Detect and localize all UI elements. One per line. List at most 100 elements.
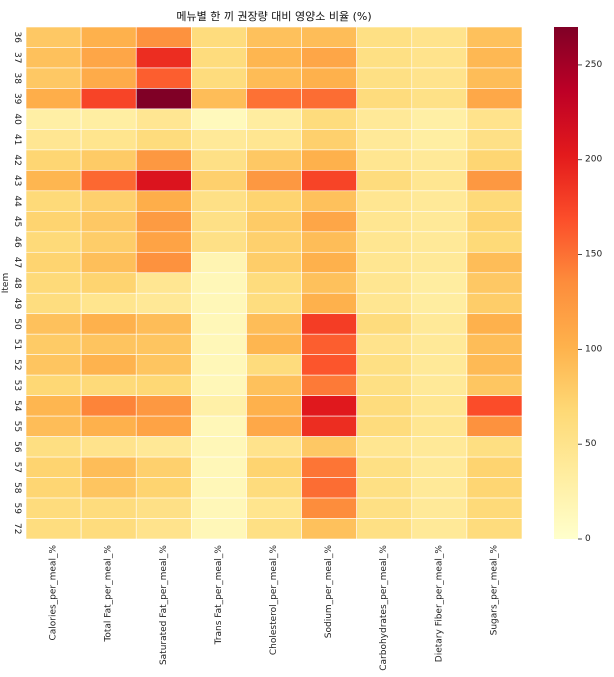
heatmap-cell bbox=[466, 313, 523, 335]
heatmap-cell bbox=[466, 518, 523, 540]
heatmap-cell bbox=[301, 47, 357, 69]
x-tick-label: Saturated Fat_per_meal_% bbox=[159, 545, 169, 665]
y-tick-label: 44 bbox=[12, 195, 22, 207]
heatmap-cell bbox=[246, 395, 302, 417]
heatmap-cell bbox=[80, 170, 137, 192]
heatmap-cell bbox=[411, 108, 468, 130]
heatmap-cell bbox=[246, 497, 302, 519]
heatmap-cell bbox=[356, 477, 413, 499]
heatmap-cell bbox=[411, 26, 468, 48]
colorbar bbox=[554, 27, 578, 539]
heatmap-cell bbox=[466, 88, 523, 110]
heatmap-cell bbox=[356, 456, 413, 478]
heatmap-cell bbox=[25, 67, 82, 89]
heatmap-cell bbox=[356, 190, 413, 212]
heatmap-cell bbox=[411, 251, 468, 274]
x-tick-label: Carbohydrates_per_meal_% bbox=[379, 545, 389, 671]
x-tick-label: Dietary Fiber_per_meal_% bbox=[434, 545, 444, 663]
heatmap-cell bbox=[466, 333, 523, 355]
heatmap-cell bbox=[246, 374, 302, 396]
heatmap-cell bbox=[80, 26, 137, 48]
heatmap-cell bbox=[301, 149, 357, 171]
heatmap-cell bbox=[80, 395, 137, 417]
heatmap-cell bbox=[411, 436, 468, 458]
heatmap-cell bbox=[466, 436, 523, 458]
heatmap-cell bbox=[301, 354, 357, 376]
x-tick-label: Total Fat_per_meal_% bbox=[104, 545, 114, 643]
heatmap-cell bbox=[191, 67, 247, 89]
heatmap-cell bbox=[466, 26, 523, 48]
heatmap-cell bbox=[80, 354, 137, 376]
y-tick-label: 58 bbox=[12, 482, 22, 494]
heatmap-cell bbox=[411, 292, 468, 315]
heatmap-cell bbox=[411, 456, 468, 478]
colorbar-tick-label: 200 bbox=[585, 155, 602, 165]
heatmap-cell bbox=[80, 292, 137, 315]
heatmap-cell bbox=[135, 395, 192, 417]
heatmap-cell bbox=[25, 129, 82, 151]
heatmap-cell bbox=[301, 477, 357, 499]
heatmap-cell bbox=[246, 67, 302, 89]
heatmap-cell bbox=[356, 149, 413, 171]
heatmap-cell bbox=[301, 211, 357, 233]
heatmap-cell bbox=[80, 333, 137, 355]
heatmap-cell bbox=[411, 211, 468, 233]
heatmap-cell bbox=[466, 395, 523, 417]
heatmap-cell bbox=[356, 518, 413, 540]
heatmap-cell bbox=[135, 456, 192, 478]
heatmap-cell bbox=[411, 149, 468, 171]
heatmap-cell bbox=[301, 518, 357, 540]
heatmap-cell bbox=[356, 354, 413, 376]
heatmap-cell bbox=[301, 129, 357, 151]
heatmap-cell bbox=[411, 313, 468, 335]
y-tick-label: 54 bbox=[12, 400, 22, 412]
heatmap-cell bbox=[411, 374, 468, 396]
colorbar-tick-label: 250 bbox=[585, 60, 602, 70]
y-tick-label: 57 bbox=[12, 462, 22, 473]
heatmap-cell bbox=[191, 190, 247, 212]
heatmap-cell bbox=[301, 67, 357, 89]
heatmap-cell bbox=[246, 149, 302, 171]
heatmap-cell bbox=[356, 211, 413, 233]
heatmap-cell bbox=[246, 231, 302, 253]
heatmap-cell bbox=[246, 477, 302, 499]
heatmap-cell bbox=[25, 456, 82, 478]
heatmap-cell bbox=[301, 292, 357, 315]
heatmap-cell bbox=[356, 67, 413, 89]
y-tick-label: 41 bbox=[12, 134, 22, 145]
heatmap-cell bbox=[191, 354, 247, 376]
heatmap-cell bbox=[246, 108, 302, 130]
heatmap-cell bbox=[356, 333, 413, 355]
heatmap-cell bbox=[80, 108, 137, 130]
heatmap-cell bbox=[135, 170, 192, 192]
heatmap-cell bbox=[356, 292, 413, 315]
heatmap-cell bbox=[25, 292, 82, 315]
heatmap-cell bbox=[246, 129, 302, 151]
heatmap-cell bbox=[191, 333, 247, 355]
heatmap-cell bbox=[466, 211, 523, 233]
heatmap-cell bbox=[411, 415, 468, 437]
heatmap-cell bbox=[356, 26, 413, 48]
heatmap-cell bbox=[80, 477, 137, 499]
heatmap-cells bbox=[25, 26, 523, 540]
heatmap-cell bbox=[25, 47, 82, 69]
heatmap-cell bbox=[246, 436, 302, 458]
heatmap-cell bbox=[191, 436, 247, 458]
heatmap-cell bbox=[466, 47, 523, 69]
heatmap-cell bbox=[466, 477, 523, 499]
heatmap-cell bbox=[301, 251, 357, 274]
heatmap-cell bbox=[356, 415, 413, 437]
heatmap-cell bbox=[135, 354, 192, 376]
heatmap-cell bbox=[25, 26, 82, 48]
heatmap-cell bbox=[80, 211, 137, 233]
colorbar-tick-labels: 0 50 100 150 200 250 bbox=[578, 60, 602, 544]
heatmap-cell bbox=[135, 313, 192, 335]
heatmap-cell bbox=[25, 231, 82, 253]
heatmap-cell bbox=[191, 395, 247, 417]
heatmap-cell bbox=[135, 47, 192, 69]
heatmap-cell bbox=[356, 88, 413, 110]
heatmap-cell bbox=[191, 477, 247, 499]
heatmap-cell bbox=[301, 231, 357, 253]
heatmap-cell bbox=[135, 231, 192, 253]
x-tick-label: Sugars_per_meal_% bbox=[489, 545, 499, 636]
